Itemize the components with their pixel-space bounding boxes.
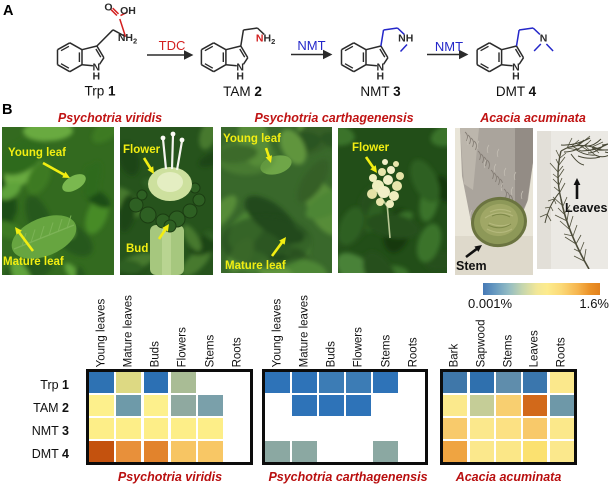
svg-text:N: N [540,33,548,45]
svg-text:NH: NH [398,33,413,45]
svg-text:Stem: Stem [456,259,487,273]
svg-text:N: N [377,62,385,74]
svg-text:H: H [377,71,385,83]
svg-text:N: N [236,62,244,74]
svg-text:NH2: NH2 [118,32,137,46]
svg-text:H: H [512,71,520,83]
svg-text:N: N [93,62,101,74]
svg-text:Flower: Flower [123,144,161,156]
svg-text:O: O [104,2,112,14]
svg-text:NMT: NMT [297,38,325,53]
svg-text:Young leaf: Young leaf [8,147,66,159]
svg-text:H: H [93,71,101,83]
svg-text:H: H [236,71,244,83]
svg-text:NMT 3: NMT 3 [360,84,401,99]
svg-text:NH2: NH2 [256,33,275,47]
svg-text:Trp 1: Trp 1 [84,84,116,99]
svg-text:N: N [512,62,520,74]
svg-text:OH: OH [120,5,136,17]
svg-text:Young leaf: Young leaf [223,133,281,145]
svg-text:Bud: Bud [126,243,148,255]
svg-text:DMT 4: DMT 4 [496,84,537,99]
svg-text:TDC: TDC [159,38,186,53]
svg-text:NMT: NMT [435,39,463,54]
svg-text:Leaves: Leaves [565,201,607,215]
svg-text:A: A [3,3,14,19]
svg-text:TAM 2: TAM 2 [223,84,262,99]
svg-text:Flower: Flower [352,142,390,154]
svg-text:Mature leaf: Mature leaf [3,256,64,268]
svg-text:Mature leaf: Mature leaf [225,260,286,272]
